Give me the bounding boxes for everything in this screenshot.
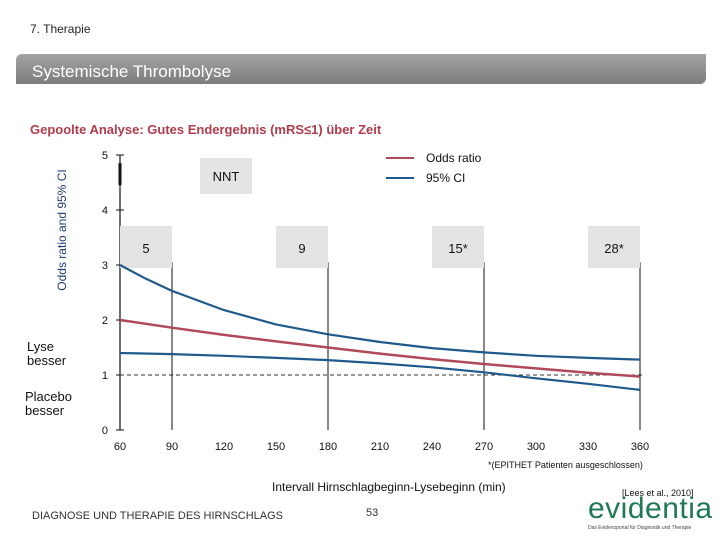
y-tick-label: 2 (102, 315, 108, 327)
footnote: *(EPITHET Patienten ausgeschlossen) (488, 460, 643, 470)
ci-upper-line (119, 264, 641, 361)
citation: [Lees et al., 2010] (622, 488, 694, 498)
x-tick-label: 180 (319, 441, 337, 453)
nnt-value: 9 (298, 241, 305, 256)
nnt-box (276, 226, 328, 268)
x-tick-label: 330 (579, 441, 597, 453)
footer-text: DIAGNOSE UND THERAPIE DES HIRNSCHLAGS (32, 510, 284, 522)
nnt-header-label: NNT (213, 169, 240, 184)
placebo-besser-label: Placebo besser (25, 389, 72, 418)
x-tick-label: 360 (631, 441, 649, 453)
x-tick-label: 270 (475, 441, 493, 453)
x-tick-label: 240 (423, 441, 441, 453)
nnt-header-box (200, 158, 252, 194)
nnt-box (588, 226, 640, 268)
y-tick-label: 3 (102, 260, 108, 272)
nnt-value: 28* (604, 241, 624, 256)
y-tick-label: 5 (102, 150, 108, 162)
nnt-value: 15* (448, 241, 468, 256)
logo-text: evidentia (588, 492, 713, 525)
nnt-value: 5 (142, 241, 149, 256)
x-tick-label: 300 (527, 441, 545, 453)
chart-heading: Gepoolte Analyse: Gutes Endergebnis (mRS… (30, 122, 382, 137)
odds-ratio-line (119, 318, 641, 378)
title-banner (16, 54, 706, 84)
y-tick-label: 0 (102, 425, 108, 437)
page-number: 53 (366, 507, 379, 519)
x-tick-label: 210 (371, 441, 389, 453)
y-tick-label: 4 (102, 205, 108, 217)
legend-odds-label: Odds ratio (426, 151, 482, 165)
x-tick-label: 90 (166, 441, 178, 453)
x-tick-label: 150 (267, 441, 285, 453)
y-tick-label: 1 (102, 370, 108, 382)
breadcrumb: 7. Therapie (30, 22, 91, 36)
x-tick-label: 120 (215, 441, 233, 453)
x-tick-label: 60 (114, 441, 126, 453)
page-title: Systemische Thrombolyse (32, 62, 232, 81)
x-axis-label: Intervall Hirnschlagbeginn-Lysebeginn (m… (272, 480, 506, 494)
legend-ci-label: 95% CI (426, 171, 465, 185)
lyse-besser-label: Lyse besser (27, 339, 67, 368)
logo-tagline: Das Evidenzportal für Diagnostik und The… (588, 525, 692, 531)
ci-lower-line (119, 351, 641, 391)
evidentia-logo: evidentia Das Evidenzportal für Diagnost… (588, 492, 713, 532)
nnt-box (432, 226, 484, 268)
nnt-box (120, 226, 172, 268)
